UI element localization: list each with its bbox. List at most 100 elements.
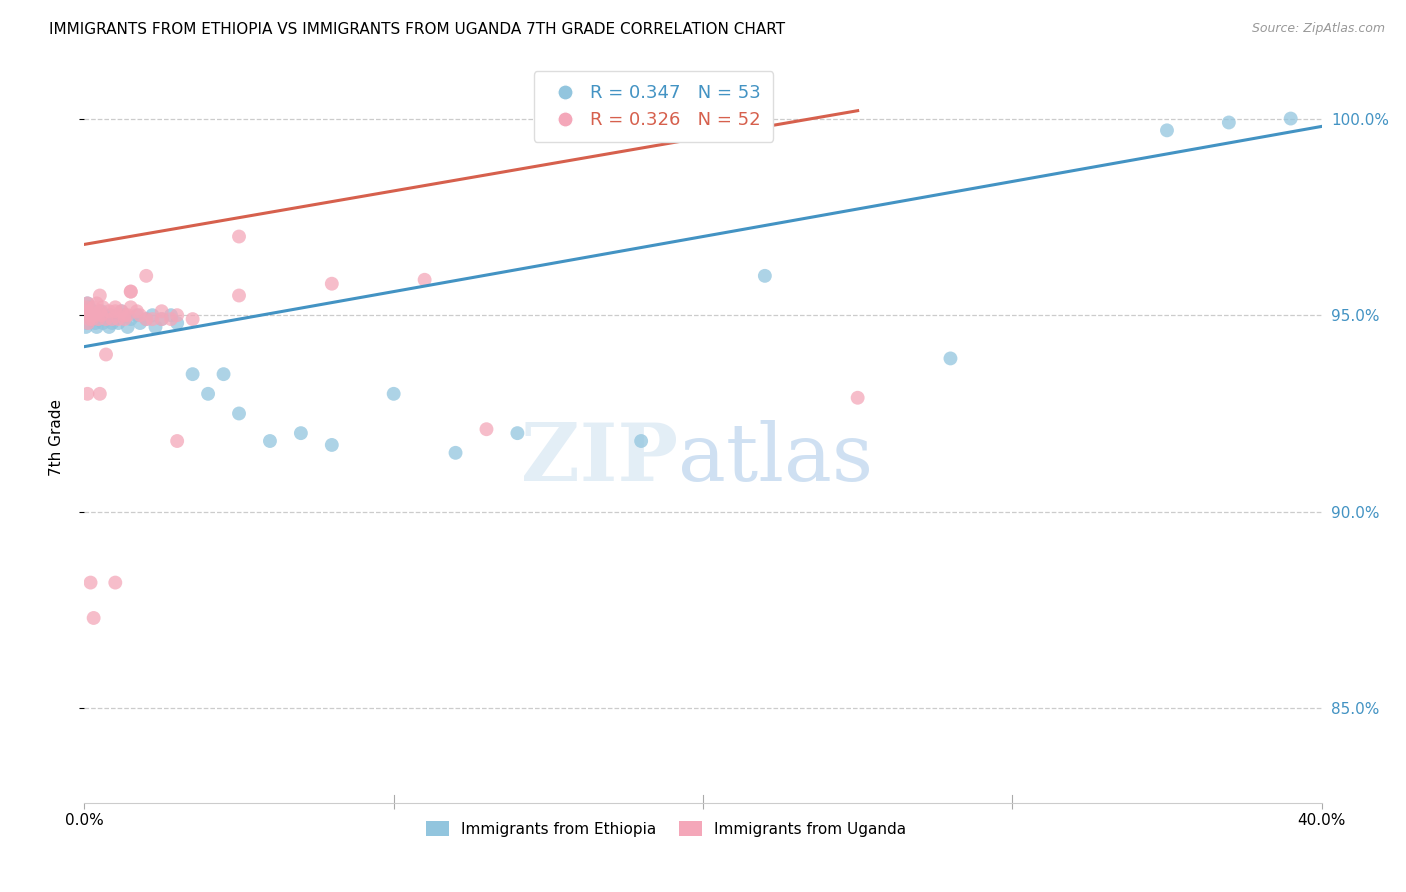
Text: atlas: atlas (678, 420, 873, 498)
Point (506, 426, 529, 441)
Point (114, 308, 136, 322)
Point (82, 312, 104, 326)
Point (212, 367, 235, 381)
Point (166, 316, 188, 330)
Point (80, 312, 103, 326)
Point (76, 296, 98, 310)
Point (125, 304, 148, 318)
Point (104, 312, 127, 326)
Point (444, 446, 467, 460)
Point (76, 304, 98, 318)
Point (166, 308, 188, 322)
Point (79, 308, 101, 322)
Point (107, 312, 129, 326)
Point (197, 387, 219, 401)
Point (150, 304, 173, 318)
Point (228, 407, 250, 421)
Point (145, 320, 167, 334)
Point (76, 296, 98, 310)
Point (150, 312, 173, 326)
Point (120, 301, 142, 315)
Point (141, 312, 163, 326)
Point (166, 434, 188, 448)
Point (939, 351, 962, 366)
Point (104, 575, 127, 590)
Point (120, 285, 142, 299)
Point (150, 312, 173, 326)
Point (160, 308, 183, 322)
Point (160, 312, 183, 326)
Point (84, 316, 107, 330)
Text: IMMIGRANTS FROM ETHIOPIA VS IMMIGRANTS FROM UGANDA 7TH GRADE CORRELATION CHART: IMMIGRANTS FROM ETHIOPIA VS IMMIGRANTS F… (49, 22, 786, 37)
Point (110, 304, 132, 318)
Point (630, 434, 652, 448)
Point (321, 438, 343, 452)
Point (181, 367, 204, 381)
Point (382, 387, 405, 401)
Point (76, 387, 98, 401)
Point (84, 308, 107, 322)
Point (83, 611, 105, 625)
Point (101, 316, 124, 330)
Point (75, 301, 97, 315)
Point (83, 301, 105, 315)
Point (98, 320, 121, 334)
Point (135, 268, 157, 283)
Point (129, 308, 152, 322)
Point (77, 308, 100, 322)
Point (82, 312, 104, 326)
Point (114, 308, 136, 322)
Point (89, 308, 111, 322)
Point (79, 308, 101, 322)
Point (104, 304, 127, 318)
Point (114, 312, 136, 326)
Legend: Immigrants from Ethiopia, Immigrants from Uganda: Immigrants from Ethiopia, Immigrants fro… (419, 814, 912, 843)
Point (100, 308, 122, 322)
Point (117, 308, 139, 322)
Point (754, 268, 776, 283)
Point (91, 316, 114, 330)
Point (228, 229, 250, 244)
Point (107, 316, 129, 330)
Point (79, 575, 101, 590)
Point (1156, 123, 1178, 137)
Point (87, 312, 110, 326)
Point (413, 273, 436, 287)
Point (94, 312, 117, 326)
Point (77, 316, 100, 330)
Point (104, 301, 127, 315)
Point (83, 304, 105, 318)
Point (94, 312, 117, 326)
Text: ZIP: ZIP (522, 420, 678, 498)
Point (228, 288, 250, 302)
Point (259, 434, 281, 448)
Point (135, 312, 157, 326)
Point (120, 312, 142, 326)
Point (86, 320, 108, 334)
Point (98, 304, 121, 318)
Point (91, 301, 114, 315)
Point (101, 312, 124, 326)
Point (82, 308, 104, 322)
Point (79, 304, 101, 318)
Point (90, 308, 112, 322)
Point (135, 312, 157, 326)
Text: Source: ZipAtlas.com: Source: ZipAtlas.com (1251, 22, 1385, 36)
Point (90, 304, 112, 318)
Point (321, 277, 343, 291)
Point (1218, 115, 1240, 129)
Point (129, 316, 152, 330)
Point (1279, 112, 1302, 126)
Point (76, 316, 98, 330)
Point (141, 308, 163, 322)
Point (117, 320, 139, 334)
Point (79, 304, 101, 318)
Point (86, 296, 108, 310)
Point (93, 308, 115, 322)
Point (290, 426, 312, 441)
Point (96, 312, 118, 326)
Point (94, 347, 117, 361)
Point (89, 288, 111, 302)
Point (846, 391, 869, 405)
Point (89, 387, 111, 401)
